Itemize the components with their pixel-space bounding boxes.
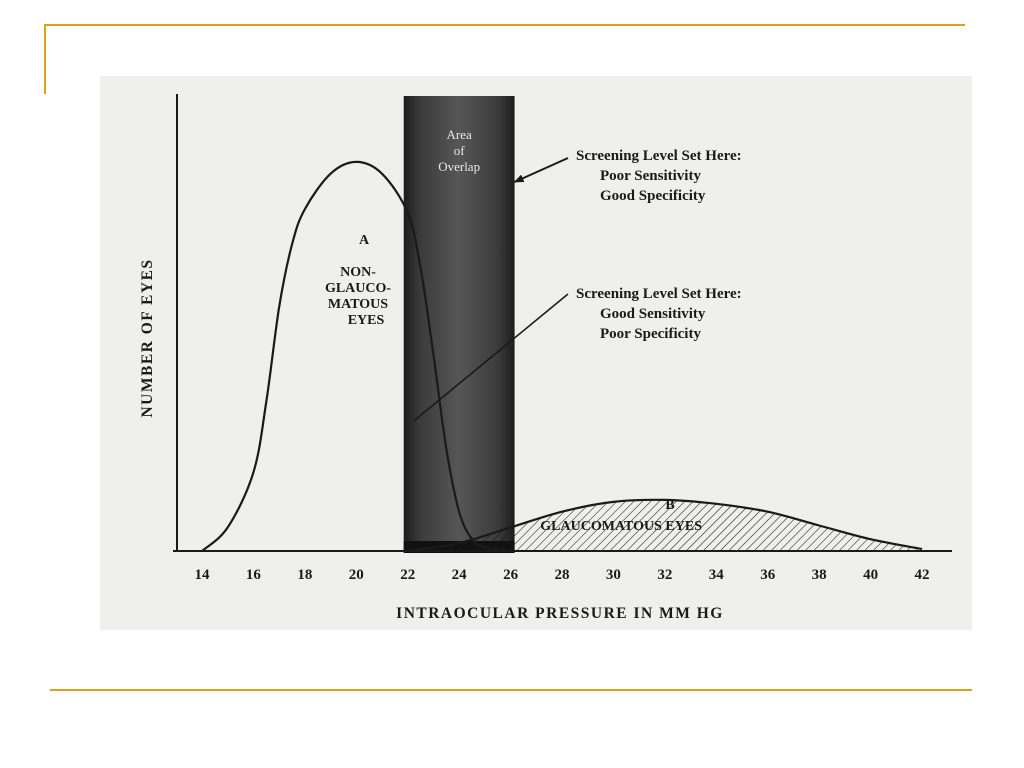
annotation-2-line: Screening Level Set Here: (576, 286, 742, 302)
y-axis-title: NUMBER OF EYES (139, 258, 156, 417)
x-tick-label: 16 (246, 567, 262, 583)
overlap-band (403, 96, 515, 553)
x-tick-label: 26 (503, 567, 518, 583)
series-a-label-line: MATOUS (328, 297, 388, 312)
series-b-curve (407, 498, 923, 553)
overlap-label-line: Area (447, 127, 472, 142)
x-tick-label: 24 (452, 567, 468, 583)
overlap-label-line: of (454, 143, 466, 158)
annotation-2-line: Good Sensitivity (600, 306, 706, 322)
annotation-2-pointer (413, 293, 569, 422)
chart-svg: 14 16 18 20 22 24 26 28 30 32 34 36 38 40 42 INTRAOCULA… (139, 94, 952, 622)
x-tick-label: 40 (863, 567, 878, 583)
annotation-1-line: Good Specificity (600, 188, 706, 204)
overlap-label-line: Overlap (438, 159, 480, 174)
x-tick-label: 34 (709, 567, 725, 583)
x-tick-label: 22 (400, 567, 415, 583)
chart-figure: 14 16 18 20 22 24 26 28 30 32 34 36 38 40 42 INTRAOCULA… (100, 76, 972, 630)
x-tick-label: 28 (555, 567, 570, 583)
series-a-label-line: EYES (348, 313, 385, 328)
x-axis-title: INTRAOCULAR PRESSURE IN MM HG (396, 605, 724, 622)
x-tick-label: 32 (657, 567, 672, 583)
series-b-hatched-fill (407, 499, 922, 551)
x-tick-label: 38 (812, 567, 827, 583)
series-a-letter: A (359, 233, 370, 248)
x-tick-label: 30 (606, 567, 621, 583)
x-tick-label: 18 (297, 567, 312, 583)
x-tick-label: 20 (349, 567, 364, 583)
annotation-2-line: Poor Specificity (600, 326, 701, 342)
series-b-label: GLAUCOMATOUS EYES (540, 519, 702, 534)
series-b-letter: B (665, 498, 674, 513)
series-a-label-line: NON- (340, 265, 376, 280)
series-a-label-line: GLAUCO- (325, 281, 391, 296)
series-a-curve (201, 160, 511, 553)
annotation-1-arrow (513, 157, 569, 183)
annotation-1-line: Screening Level Set Here: (576, 148, 742, 164)
x-tick-label: 42 (915, 567, 930, 583)
top-accent-rule (44, 24, 965, 26)
x-tick-label: 36 (760, 567, 776, 583)
left-accent-rule (44, 24, 46, 94)
bottom-accent-rule (50, 689, 972, 691)
annotation-1-line: Poor Sensitivity (600, 168, 701, 184)
x-tick-label: 14 (195, 567, 211, 583)
